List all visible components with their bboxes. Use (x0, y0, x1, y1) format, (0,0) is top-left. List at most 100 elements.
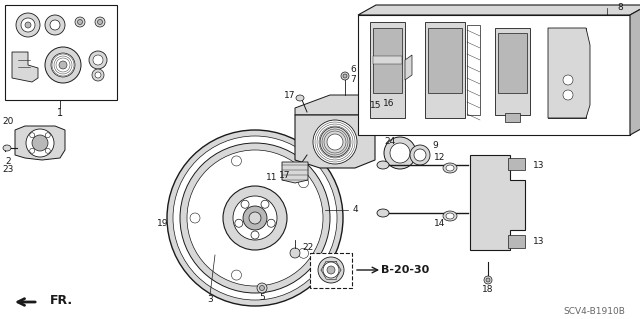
Text: SCV4-B1910B: SCV4-B1910B (563, 308, 625, 316)
Ellipse shape (375, 105, 381, 111)
Ellipse shape (173, 168, 257, 252)
Text: 6: 6 (350, 65, 356, 75)
Text: 20: 20 (3, 117, 13, 127)
Ellipse shape (292, 168, 300, 174)
Ellipse shape (194, 219, 198, 223)
Bar (373, 28, 402, 93)
Ellipse shape (29, 148, 35, 153)
Ellipse shape (563, 90, 573, 100)
Ellipse shape (197, 192, 233, 228)
Ellipse shape (95, 72, 101, 78)
Ellipse shape (377, 161, 389, 169)
Text: B-20-30: B-20-30 (381, 265, 429, 275)
Text: 7: 7 (350, 75, 356, 84)
Ellipse shape (45, 148, 51, 153)
Ellipse shape (194, 197, 198, 201)
Bar (310, 253, 352, 288)
Ellipse shape (410, 145, 430, 165)
Text: 24: 24 (385, 137, 396, 146)
Ellipse shape (187, 150, 323, 286)
Ellipse shape (446, 165, 454, 171)
Text: 18: 18 (483, 286, 493, 294)
Ellipse shape (267, 219, 275, 227)
Polygon shape (508, 235, 525, 248)
Ellipse shape (59, 61, 67, 69)
Polygon shape (505, 113, 520, 122)
Ellipse shape (226, 180, 234, 188)
Ellipse shape (318, 257, 344, 283)
Ellipse shape (213, 230, 217, 234)
Ellipse shape (446, 213, 454, 219)
Ellipse shape (92, 69, 104, 81)
Ellipse shape (51, 53, 75, 77)
Ellipse shape (313, 120, 357, 164)
Ellipse shape (298, 178, 308, 188)
Ellipse shape (26, 129, 54, 157)
Text: 1: 1 (57, 108, 63, 118)
Text: 16: 16 (383, 99, 394, 108)
Ellipse shape (95, 17, 105, 27)
Bar (428, 28, 462, 93)
Polygon shape (630, 5, 640, 135)
Text: 8: 8 (617, 4, 623, 12)
Polygon shape (358, 15, 630, 135)
Ellipse shape (443, 163, 457, 173)
Ellipse shape (232, 197, 236, 201)
Ellipse shape (243, 206, 267, 230)
Ellipse shape (181, 206, 189, 214)
Ellipse shape (251, 231, 259, 239)
Text: 22: 22 (302, 243, 314, 253)
Text: 9: 9 (432, 140, 438, 150)
Polygon shape (508, 158, 525, 170)
Ellipse shape (213, 186, 217, 190)
Text: 11: 11 (266, 174, 278, 182)
Ellipse shape (327, 134, 343, 150)
Polygon shape (548, 28, 586, 118)
Ellipse shape (169, 205, 177, 211)
Ellipse shape (45, 47, 81, 83)
Polygon shape (15, 126, 65, 160)
Ellipse shape (259, 286, 264, 291)
Ellipse shape (296, 95, 304, 101)
Ellipse shape (50, 20, 60, 30)
Text: 17: 17 (279, 170, 291, 180)
Polygon shape (295, 115, 375, 168)
Text: FR.: FR. (50, 294, 73, 308)
Polygon shape (548, 28, 590, 118)
Ellipse shape (290, 248, 300, 258)
Ellipse shape (21, 18, 35, 32)
Ellipse shape (232, 270, 241, 280)
Ellipse shape (75, 17, 85, 27)
Ellipse shape (32, 135, 48, 151)
Text: 19: 19 (157, 219, 169, 227)
Text: 5: 5 (259, 293, 265, 302)
Polygon shape (495, 28, 530, 115)
Ellipse shape (45, 133, 51, 138)
Ellipse shape (323, 262, 339, 278)
Ellipse shape (16, 13, 40, 37)
Ellipse shape (190, 213, 200, 223)
Ellipse shape (384, 137, 416, 169)
Text: 13: 13 (533, 238, 545, 247)
Ellipse shape (241, 200, 249, 208)
Polygon shape (282, 162, 308, 183)
Text: 12: 12 (435, 153, 445, 162)
Ellipse shape (196, 232, 204, 240)
Ellipse shape (414, 149, 426, 161)
Ellipse shape (261, 200, 269, 208)
Polygon shape (405, 55, 412, 80)
Ellipse shape (29, 133, 35, 138)
Ellipse shape (89, 51, 107, 69)
Ellipse shape (167, 130, 343, 306)
Polygon shape (470, 155, 525, 250)
Ellipse shape (173, 136, 337, 300)
Ellipse shape (343, 74, 347, 78)
Bar (373, 56, 402, 64)
Ellipse shape (97, 19, 102, 25)
Ellipse shape (226, 232, 234, 240)
Ellipse shape (486, 278, 490, 282)
Text: 4: 4 (353, 205, 358, 214)
Ellipse shape (3, 145, 11, 151)
Bar (5, 5, 117, 100)
Polygon shape (370, 22, 405, 118)
